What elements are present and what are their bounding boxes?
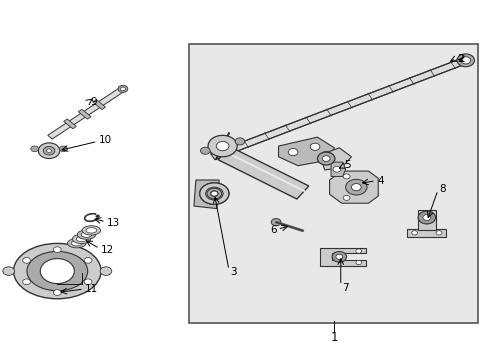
Text: 2: 2 bbox=[458, 54, 464, 64]
Circle shape bbox=[46, 149, 51, 153]
Text: 2: 2 bbox=[457, 54, 463, 64]
Circle shape bbox=[200, 183, 228, 204]
Polygon shape bbox=[218, 147, 308, 199]
Circle shape bbox=[355, 249, 361, 253]
Circle shape bbox=[96, 215, 100, 218]
Circle shape bbox=[331, 251, 346, 262]
Text: 8: 8 bbox=[438, 184, 445, 194]
Circle shape bbox=[53, 290, 61, 296]
Circle shape bbox=[3, 267, 15, 275]
Circle shape bbox=[422, 215, 430, 220]
Circle shape bbox=[321, 152, 330, 158]
Circle shape bbox=[206, 188, 221, 199]
Circle shape bbox=[100, 267, 112, 275]
Text: 9: 9 bbox=[90, 97, 96, 107]
Polygon shape bbox=[210, 58, 467, 159]
Circle shape bbox=[235, 138, 244, 145]
Circle shape bbox=[309, 143, 319, 150]
Polygon shape bbox=[78, 109, 91, 119]
Circle shape bbox=[60, 146, 67, 152]
Circle shape bbox=[343, 195, 349, 201]
Circle shape bbox=[335, 254, 342, 259]
Circle shape bbox=[355, 260, 361, 265]
Text: 1: 1 bbox=[330, 332, 338, 345]
Ellipse shape bbox=[67, 239, 86, 248]
Circle shape bbox=[343, 174, 349, 179]
Circle shape bbox=[411, 231, 417, 235]
Text: 6: 6 bbox=[270, 225, 276, 235]
Bar bbox=[188, 44, 477, 323]
Circle shape bbox=[417, 211, 435, 224]
Polygon shape bbox=[93, 100, 105, 109]
Ellipse shape bbox=[86, 228, 97, 233]
Circle shape bbox=[207, 135, 237, 157]
Polygon shape bbox=[329, 171, 377, 203]
Polygon shape bbox=[319, 248, 366, 266]
Circle shape bbox=[118, 85, 127, 93]
Circle shape bbox=[210, 191, 218, 197]
Circle shape bbox=[38, 143, 60, 158]
Bar bbox=[407, 229, 446, 237]
Circle shape bbox=[22, 257, 30, 263]
Ellipse shape bbox=[27, 251, 87, 291]
Text: 13: 13 bbox=[107, 218, 120, 228]
Polygon shape bbox=[194, 180, 219, 208]
Circle shape bbox=[345, 179, 366, 195]
Ellipse shape bbox=[71, 240, 82, 246]
Text: 3: 3 bbox=[229, 267, 236, 277]
Circle shape bbox=[317, 152, 334, 165]
Circle shape bbox=[322, 156, 329, 161]
Circle shape bbox=[84, 257, 92, 263]
Circle shape bbox=[84, 279, 92, 285]
Circle shape bbox=[22, 279, 30, 285]
Circle shape bbox=[205, 187, 223, 200]
Polygon shape bbox=[48, 87, 125, 139]
Text: 7: 7 bbox=[341, 283, 347, 293]
Circle shape bbox=[43, 147, 55, 155]
Polygon shape bbox=[319, 148, 351, 170]
Ellipse shape bbox=[14, 243, 101, 299]
Text: 5: 5 bbox=[343, 160, 349, 170]
Text: 10: 10 bbox=[99, 135, 112, 145]
Circle shape bbox=[210, 191, 217, 196]
Circle shape bbox=[456, 54, 473, 67]
Ellipse shape bbox=[77, 230, 96, 239]
Text: 4: 4 bbox=[376, 176, 383, 186]
Circle shape bbox=[332, 166, 340, 172]
Circle shape bbox=[460, 57, 469, 64]
Circle shape bbox=[53, 247, 61, 252]
Circle shape bbox=[216, 141, 228, 151]
Polygon shape bbox=[330, 162, 345, 176]
Circle shape bbox=[40, 258, 74, 284]
Circle shape bbox=[120, 87, 125, 91]
Circle shape bbox=[271, 219, 281, 226]
Ellipse shape bbox=[81, 232, 92, 237]
Polygon shape bbox=[63, 119, 76, 129]
Text: 11: 11 bbox=[85, 284, 98, 294]
Circle shape bbox=[200, 183, 228, 204]
Circle shape bbox=[200, 147, 210, 154]
Text: 12: 12 bbox=[101, 245, 114, 255]
Ellipse shape bbox=[72, 234, 91, 244]
Circle shape bbox=[351, 184, 361, 191]
Circle shape bbox=[435, 231, 441, 235]
Polygon shape bbox=[278, 137, 334, 166]
Ellipse shape bbox=[76, 236, 87, 242]
Circle shape bbox=[287, 149, 297, 156]
Circle shape bbox=[31, 146, 39, 152]
Bar bbox=[417, 210, 435, 230]
Ellipse shape bbox=[82, 226, 101, 235]
